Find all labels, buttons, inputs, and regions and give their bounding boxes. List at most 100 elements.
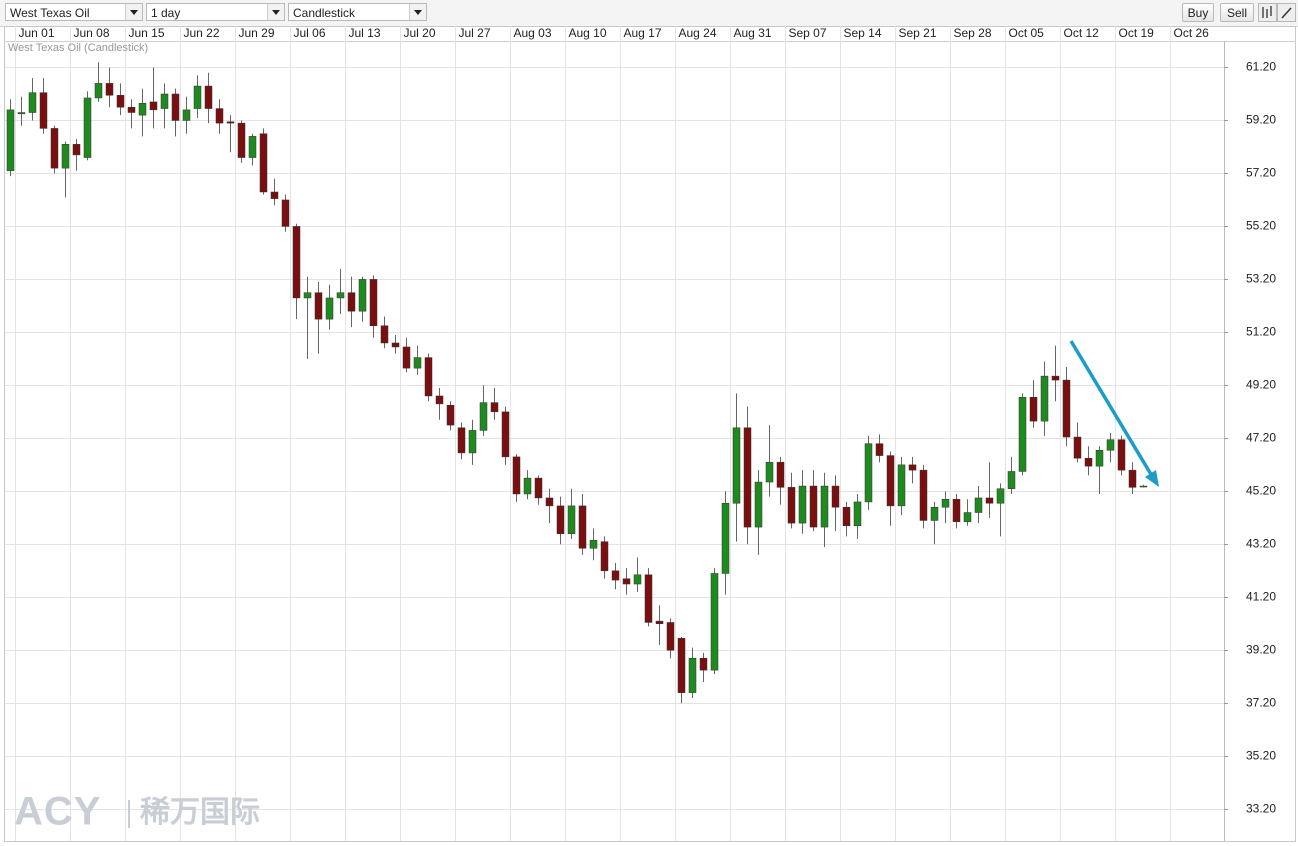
candle-body xyxy=(578,505,587,549)
candle-body xyxy=(600,541,609,572)
y-tick-label: 43.20 xyxy=(1246,537,1276,551)
candle-body xyxy=(457,427,466,454)
sell-button[interactable]: Sell xyxy=(1220,3,1254,22)
candle-body xyxy=(567,505,576,534)
candle-body xyxy=(160,93,169,109)
x-tick-label: Jun 15 xyxy=(129,26,165,40)
watermark-text: 稀万国际 xyxy=(140,796,260,829)
candle-body xyxy=(369,279,378,327)
candle-body xyxy=(149,101,158,111)
candle-body xyxy=(490,402,499,413)
y-tick-label: 47.20 xyxy=(1246,431,1276,445)
candle-body xyxy=(765,461,774,483)
candle-body xyxy=(1139,485,1148,488)
candle-body xyxy=(589,540,598,549)
candle-body xyxy=(699,657,708,671)
chart: 33.20 35.20 37.20 39.20 41.20 43.20 45.20 47.20… xyxy=(4,26,1296,842)
candle-body xyxy=(336,292,345,299)
x-tick-label: Sep 07 xyxy=(789,26,827,40)
candle-body xyxy=(732,427,741,504)
candle-body xyxy=(1084,457,1093,467)
candle-body xyxy=(1117,439,1126,471)
interval-label: 1 day xyxy=(151,6,181,20)
candle-body xyxy=(1062,379,1071,438)
x-tick-label: Aug 10 xyxy=(569,26,607,40)
y-tick-label: 37.20 xyxy=(1246,696,1276,710)
candle-body xyxy=(215,108,224,124)
candle-body xyxy=(666,622,675,651)
candle-body xyxy=(611,570,620,581)
candle-body xyxy=(798,485,807,524)
candle-body xyxy=(809,485,818,528)
y-tick-label: 59.20 xyxy=(1246,113,1276,127)
candle-body xyxy=(996,488,1005,504)
candle-body xyxy=(710,573,719,671)
candle-body xyxy=(325,297,334,320)
candle-body xyxy=(193,85,202,109)
candle-body xyxy=(831,485,840,508)
candle-body xyxy=(655,620,664,625)
candle-body xyxy=(39,92,48,129)
candle-body xyxy=(1051,375,1060,381)
candle-body xyxy=(1095,450,1104,467)
y-tick-label: 57.20 xyxy=(1246,166,1276,180)
chart-style-select[interactable]: Candlestick xyxy=(288,3,427,21)
candle-body xyxy=(501,411,510,458)
x-tick-label: Sep 28 xyxy=(954,26,992,40)
candle-body xyxy=(875,443,884,456)
candles xyxy=(6,62,1148,704)
candle-body xyxy=(754,481,763,528)
x-tick-label: Jul 20 xyxy=(404,26,436,40)
candle-body xyxy=(226,121,235,124)
candle-body xyxy=(105,83,114,96)
candle-body xyxy=(303,292,312,299)
x-tick-label: Jun 01 xyxy=(19,26,55,40)
candle-body xyxy=(435,395,444,405)
interval-select[interactable]: 1 day xyxy=(146,3,285,21)
candle-body xyxy=(512,456,521,495)
instrument-select[interactable]: West Texas Oil xyxy=(5,3,143,21)
x-tick-label: Jun 08 xyxy=(74,26,110,40)
candle-body xyxy=(743,427,752,528)
candle-body xyxy=(545,497,554,507)
candle-body xyxy=(237,122,246,158)
x-tick-label: Aug 17 xyxy=(624,26,662,40)
tool-icons[interactable] xyxy=(1258,3,1296,22)
candle-body xyxy=(1029,397,1038,422)
candle-body xyxy=(61,144,70,169)
candle-body xyxy=(897,464,906,507)
candle-body xyxy=(1018,397,1027,472)
candle-body xyxy=(127,106,136,113)
candle-body xyxy=(116,95,125,108)
x-tick-label: Oct 12 xyxy=(1064,26,1100,40)
candle-body xyxy=(347,292,356,312)
candle-body xyxy=(820,485,829,528)
candle-body xyxy=(787,487,796,524)
candle-body xyxy=(83,97,92,158)
candle-body xyxy=(28,92,37,113)
candle-body xyxy=(721,503,730,574)
y-tick-label: 53.20 xyxy=(1246,272,1276,286)
x-tick-label: Aug 24 xyxy=(679,26,717,40)
candle-body xyxy=(270,191,279,199)
y-tick-label: 41.20 xyxy=(1246,590,1276,604)
y-tick-label: 55.20 xyxy=(1246,219,1276,233)
y-tick-label: 35.20 xyxy=(1246,749,1276,763)
candle-body xyxy=(1106,439,1115,451)
buy-button[interactable]: Buy xyxy=(1182,3,1214,22)
x-tick-label: Aug 03 xyxy=(514,26,552,40)
x-tick-label: Oct 19 xyxy=(1119,26,1155,40)
candle-body xyxy=(6,109,15,172)
candle-body xyxy=(259,133,268,193)
y-tick-label: 49.20 xyxy=(1246,378,1276,392)
candle-body xyxy=(281,199,290,227)
candle-body xyxy=(930,506,939,521)
candle-body xyxy=(292,226,301,299)
x-tick-label: Jul 06 xyxy=(294,26,326,40)
x-tick-label: Sep 14 xyxy=(844,26,882,40)
candle-body xyxy=(886,455,895,507)
candle-body xyxy=(864,443,873,503)
candle-body xyxy=(919,469,928,521)
y-tick-label: 33.20 xyxy=(1246,802,1276,816)
y-tick-label: 61.20 xyxy=(1246,60,1276,74)
